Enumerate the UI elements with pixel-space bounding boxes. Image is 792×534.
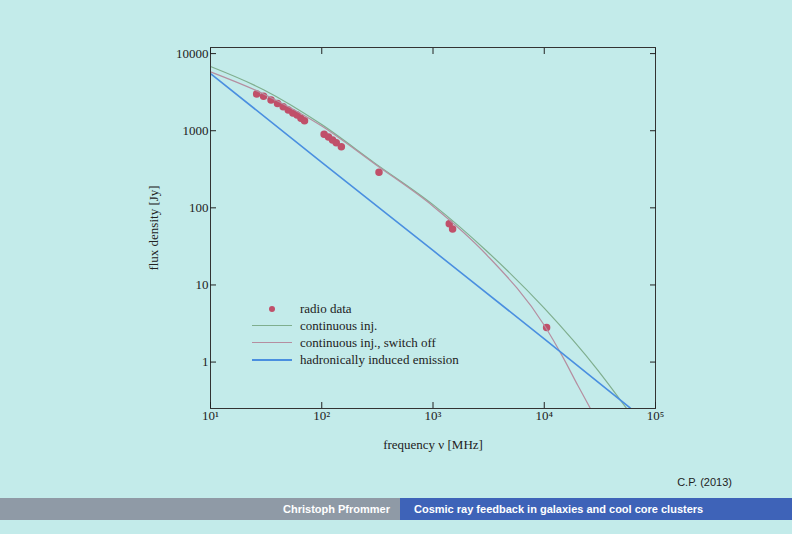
html-text:hadronically induced emission: hadronically induced emission <box>300 351 459 367</box>
svg-text:10⁴: 10⁴ <box>535 408 553 423</box>
html-text:Christoph Pfrommer: Christoph Pfrommer <box>283 503 390 515</box>
svg-text:flux density [Jy]: flux density [Jy] <box>146 185 161 270</box>
svg-text:1000: 1000 <box>183 123 209 138</box>
svg-text:10²: 10² <box>313 408 330 423</box>
svg-text:frequency ν [MHz]: frequency ν [MHz] <box>383 437 483 452</box>
svg-text:10: 10 <box>196 277 209 292</box>
html-text:continuous inj., switch off: continuous inj., switch off <box>300 334 436 350</box>
svg-text:10000: 10000 <box>176 46 209 61</box>
svg-text:10¹: 10¹ <box>202 408 219 423</box>
svg-text:10³: 10³ <box>425 408 442 423</box>
svg-text:10⁵: 10⁵ <box>647 408 665 423</box>
html-text:Cosmic ray feedback in galaxie: Cosmic ray feedback in galaxies and cool… <box>414 503 704 515</box>
svg-text:100: 100 <box>189 200 209 215</box>
html-text:continuous inj.: continuous inj. <box>300 317 378 333</box>
html-text:C.P. (2013): C.P. (2013) <box>677 476 732 488</box>
svg-text:1: 1 <box>202 354 209 369</box>
html-text:radio data: radio data <box>300 300 352 316</box>
